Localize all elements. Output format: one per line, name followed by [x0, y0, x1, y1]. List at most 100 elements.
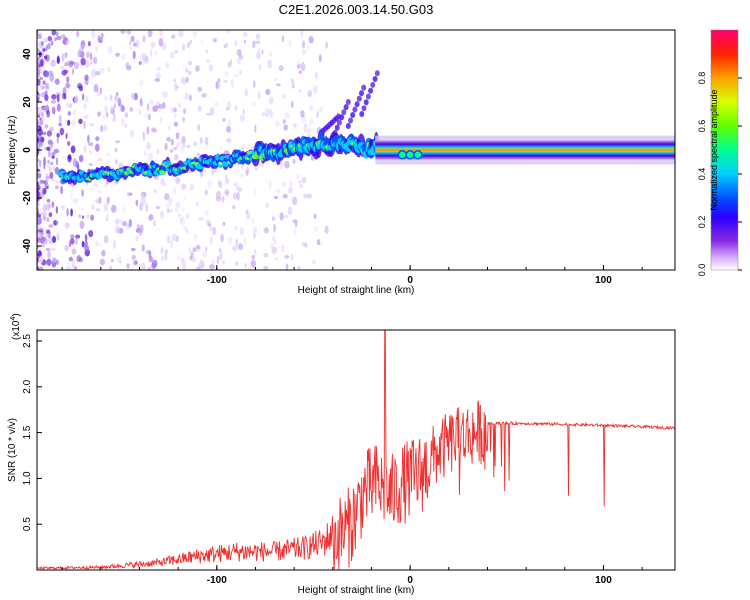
noise-speck [217, 78, 220, 83]
colorbar-label: Normalized spectral amplitude [709, 89, 719, 210]
noise-speck [37, 232, 41, 239]
noise-speck [230, 79, 235, 88]
noise-speck [193, 233, 197, 242]
noise-speck [63, 53, 67, 60]
noise-speck [310, 156, 315, 162]
noise-speck [73, 109, 76, 115]
noise-speck [309, 118, 314, 126]
noise-speck [255, 40, 261, 44]
noise-speck [40, 111, 44, 118]
noise-speck [282, 193, 288, 199]
spec-ytick-label: -40 [22, 238, 33, 253]
noise-speck [88, 142, 94, 147]
noise-speck [99, 125, 104, 133]
noise-speck [217, 179, 221, 185]
ridge-peak [218, 162, 223, 165]
noise-speck [84, 74, 89, 81]
streak-blob [368, 87, 374, 94]
noise-speck [44, 183, 49, 188]
noise-speck [124, 123, 128, 128]
noise-speck [290, 253, 294, 261]
noise-speck [273, 195, 279, 200]
noise-speck [76, 255, 81, 263]
noise-speck [121, 221, 128, 227]
noise-speck [37, 57, 42, 61]
noise-speck [221, 195, 225, 203]
snr-ytick-label: 0.5 [22, 517, 33, 531]
noise-speck [149, 50, 153, 58]
noise-speck [173, 187, 177, 196]
noise-speck [80, 207, 84, 211]
noise-speck [265, 179, 268, 183]
noise-speck [263, 265, 269, 270]
noise-speck [135, 199, 139, 206]
noise-speck [222, 118, 226, 122]
noise-speck [139, 53, 146, 62]
noise-speck [37, 34, 42, 39]
noise-speck [205, 189, 208, 196]
noise-speck [173, 121, 179, 127]
noise-speck [151, 259, 158, 268]
noise-speck [185, 92, 189, 100]
noise-speck [196, 152, 201, 159]
noise-speck [305, 124, 311, 134]
noise-speck [139, 229, 142, 236]
noise-speck [155, 72, 162, 79]
noise-speck [189, 39, 193, 45]
noise-speck [100, 32, 104, 39]
noise-speck [38, 141, 41, 150]
noise-speck [72, 67, 75, 76]
noise-speck [37, 158, 40, 163]
noise-speck [61, 34, 66, 39]
noise-speck [324, 225, 329, 234]
noise-speck [173, 154, 179, 161]
noise-speck [45, 45, 48, 52]
noise-speck [49, 171, 54, 180]
noise-speck [81, 241, 85, 248]
noise-speck [174, 208, 179, 213]
spec-ytick-label: 40 [22, 48, 33, 60]
noise-speck [226, 178, 230, 184]
ridge-blob [163, 160, 172, 168]
noise-speck [82, 215, 85, 219]
noise-speck [233, 73, 239, 77]
noise-speck [43, 179, 48, 185]
noise-speck [255, 33, 261, 40]
noise-speck [106, 213, 109, 219]
noise-speck [171, 34, 176, 39]
noise-speck [88, 230, 94, 238]
noise-speck [65, 40, 70, 45]
noise-speck [159, 30, 163, 37]
noise-speck [46, 130, 53, 137]
noise-speck [46, 146, 51, 151]
noise-speck [112, 118, 117, 123]
noise-speck [316, 239, 321, 246]
noise-speck [45, 186, 49, 189]
noise-speck [269, 51, 273, 57]
noise-speck [51, 152, 56, 156]
noise-speck [93, 199, 99, 203]
noise-speck [45, 247, 50, 251]
noise-speck [284, 254, 290, 259]
noise-speck [175, 201, 181, 209]
noise-speck [142, 132, 145, 142]
noise-speck [314, 71, 318, 80]
noise-speck [234, 182, 238, 187]
noise-speck [76, 30, 80, 38]
noise-speck [51, 166, 56, 171]
noise-speck [227, 236, 233, 244]
noise-speck [56, 137, 59, 144]
noise-speck [169, 149, 174, 153]
noise-speck [47, 35, 52, 42]
noise-speck [121, 105, 125, 112]
noise-speck [75, 238, 78, 245]
noise-speck [257, 48, 261, 55]
noise-speck [147, 152, 153, 161]
noise-speck [121, 118, 125, 126]
noise-speck [110, 204, 117, 213]
noise-speck [55, 157, 59, 166]
snr-scale-suffix: ) [11, 313, 22, 316]
noise-speck [224, 188, 230, 195]
noise-speck [287, 186, 293, 194]
noise-speck [152, 105, 158, 112]
